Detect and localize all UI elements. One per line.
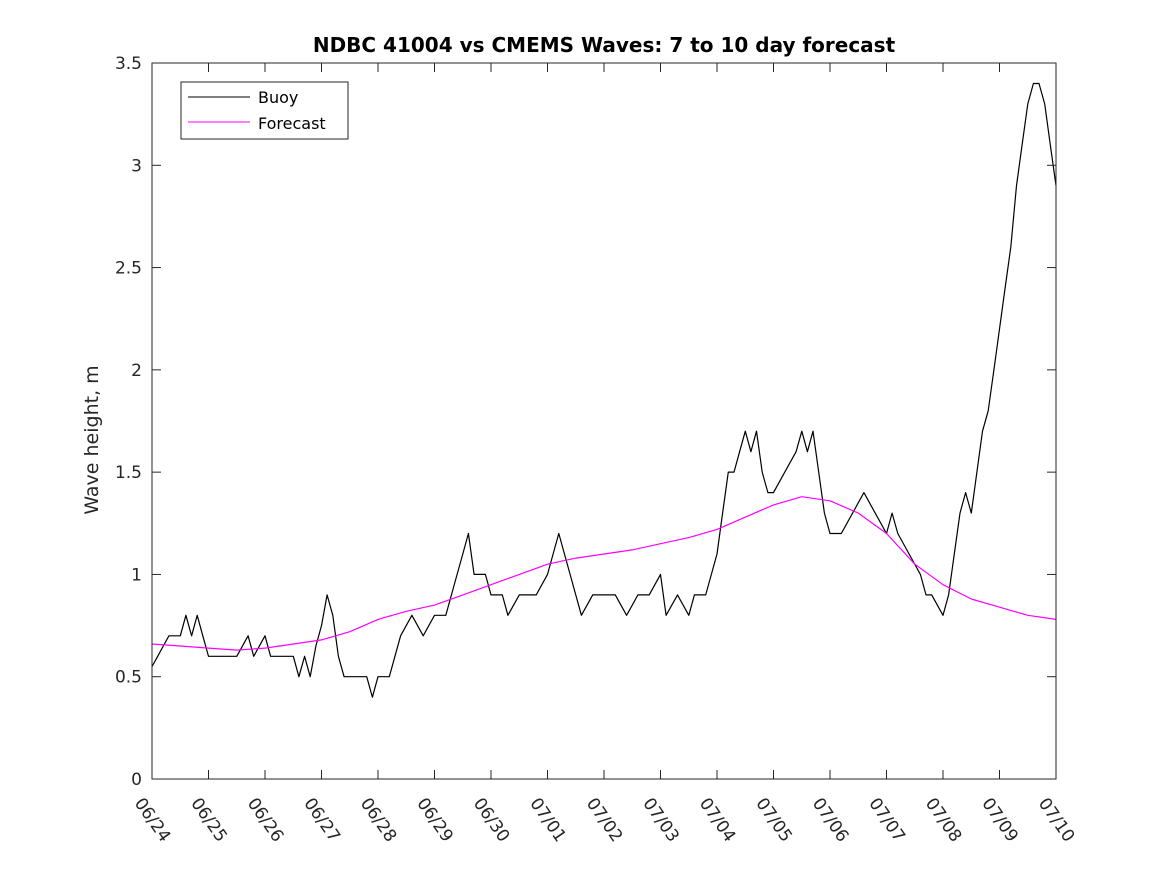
x-tick-label: 07/08 — [921, 794, 965, 846]
legend-forecast-label: Forecast — [258, 114, 326, 133]
x-tick-label: 06/25 — [186, 794, 230, 846]
y-axis-ticks: 0 0.5 1 1.5 2 2.5 3 3.5 — [115, 54, 1056, 790]
x-tick-label: 07/04 — [695, 794, 739, 846]
x-tick-label: 07/01 — [525, 794, 569, 846]
y-tick-label: 0.5 — [115, 668, 142, 688]
x-tick-label: 07/02 — [582, 794, 626, 846]
y-axis-label: Wave height, m — [81, 365, 103, 514]
series-line-forecast — [151, 496, 1057, 651]
x-tick-label: 07/10 — [1034, 794, 1078, 846]
chart-title: NDBC 41004 vs CMEMS Waves: 7 to 10 day f… — [313, 33, 896, 57]
x-tick-label: 06/24 — [130, 794, 174, 846]
x-tick-label: 06/29 — [412, 794, 456, 846]
y-tick-label: 2 — [131, 361, 142, 381]
legend-buoy-label: Buoy — [258, 88, 298, 107]
legend-box — [180, 81, 349, 140]
series-line-buoy — [151, 82, 1057, 698]
x-tick-label: 07/07 — [864, 794, 908, 846]
y-tick-label: 0 — [131, 770, 142, 790]
x-tick-label: 07/03 — [638, 794, 682, 846]
y-tick-label: 1 — [131, 565, 142, 585]
legend: Buoy Forecast — [180, 81, 349, 140]
x-tick-label: 06/28 — [356, 794, 400, 846]
x-tick-label: 06/30 — [469, 794, 513, 846]
x-tick-label: 06/26 — [243, 794, 287, 846]
y-tick-label: 2.5 — [115, 259, 142, 279]
y-tick-label: 3.5 — [115, 54, 142, 74]
x-tick-label: 07/06 — [808, 794, 852, 846]
y-tick-label: 3 — [131, 156, 142, 176]
x-tick-label: 07/05 — [751, 794, 795, 846]
plot-background — [152, 63, 1056, 779]
x-tick-label: 07/09 — [977, 794, 1021, 846]
x-tick-label: 06/27 — [299, 794, 343, 846]
y-tick-label: 1.5 — [115, 463, 142, 483]
series-layer — [151, 82, 1057, 698]
